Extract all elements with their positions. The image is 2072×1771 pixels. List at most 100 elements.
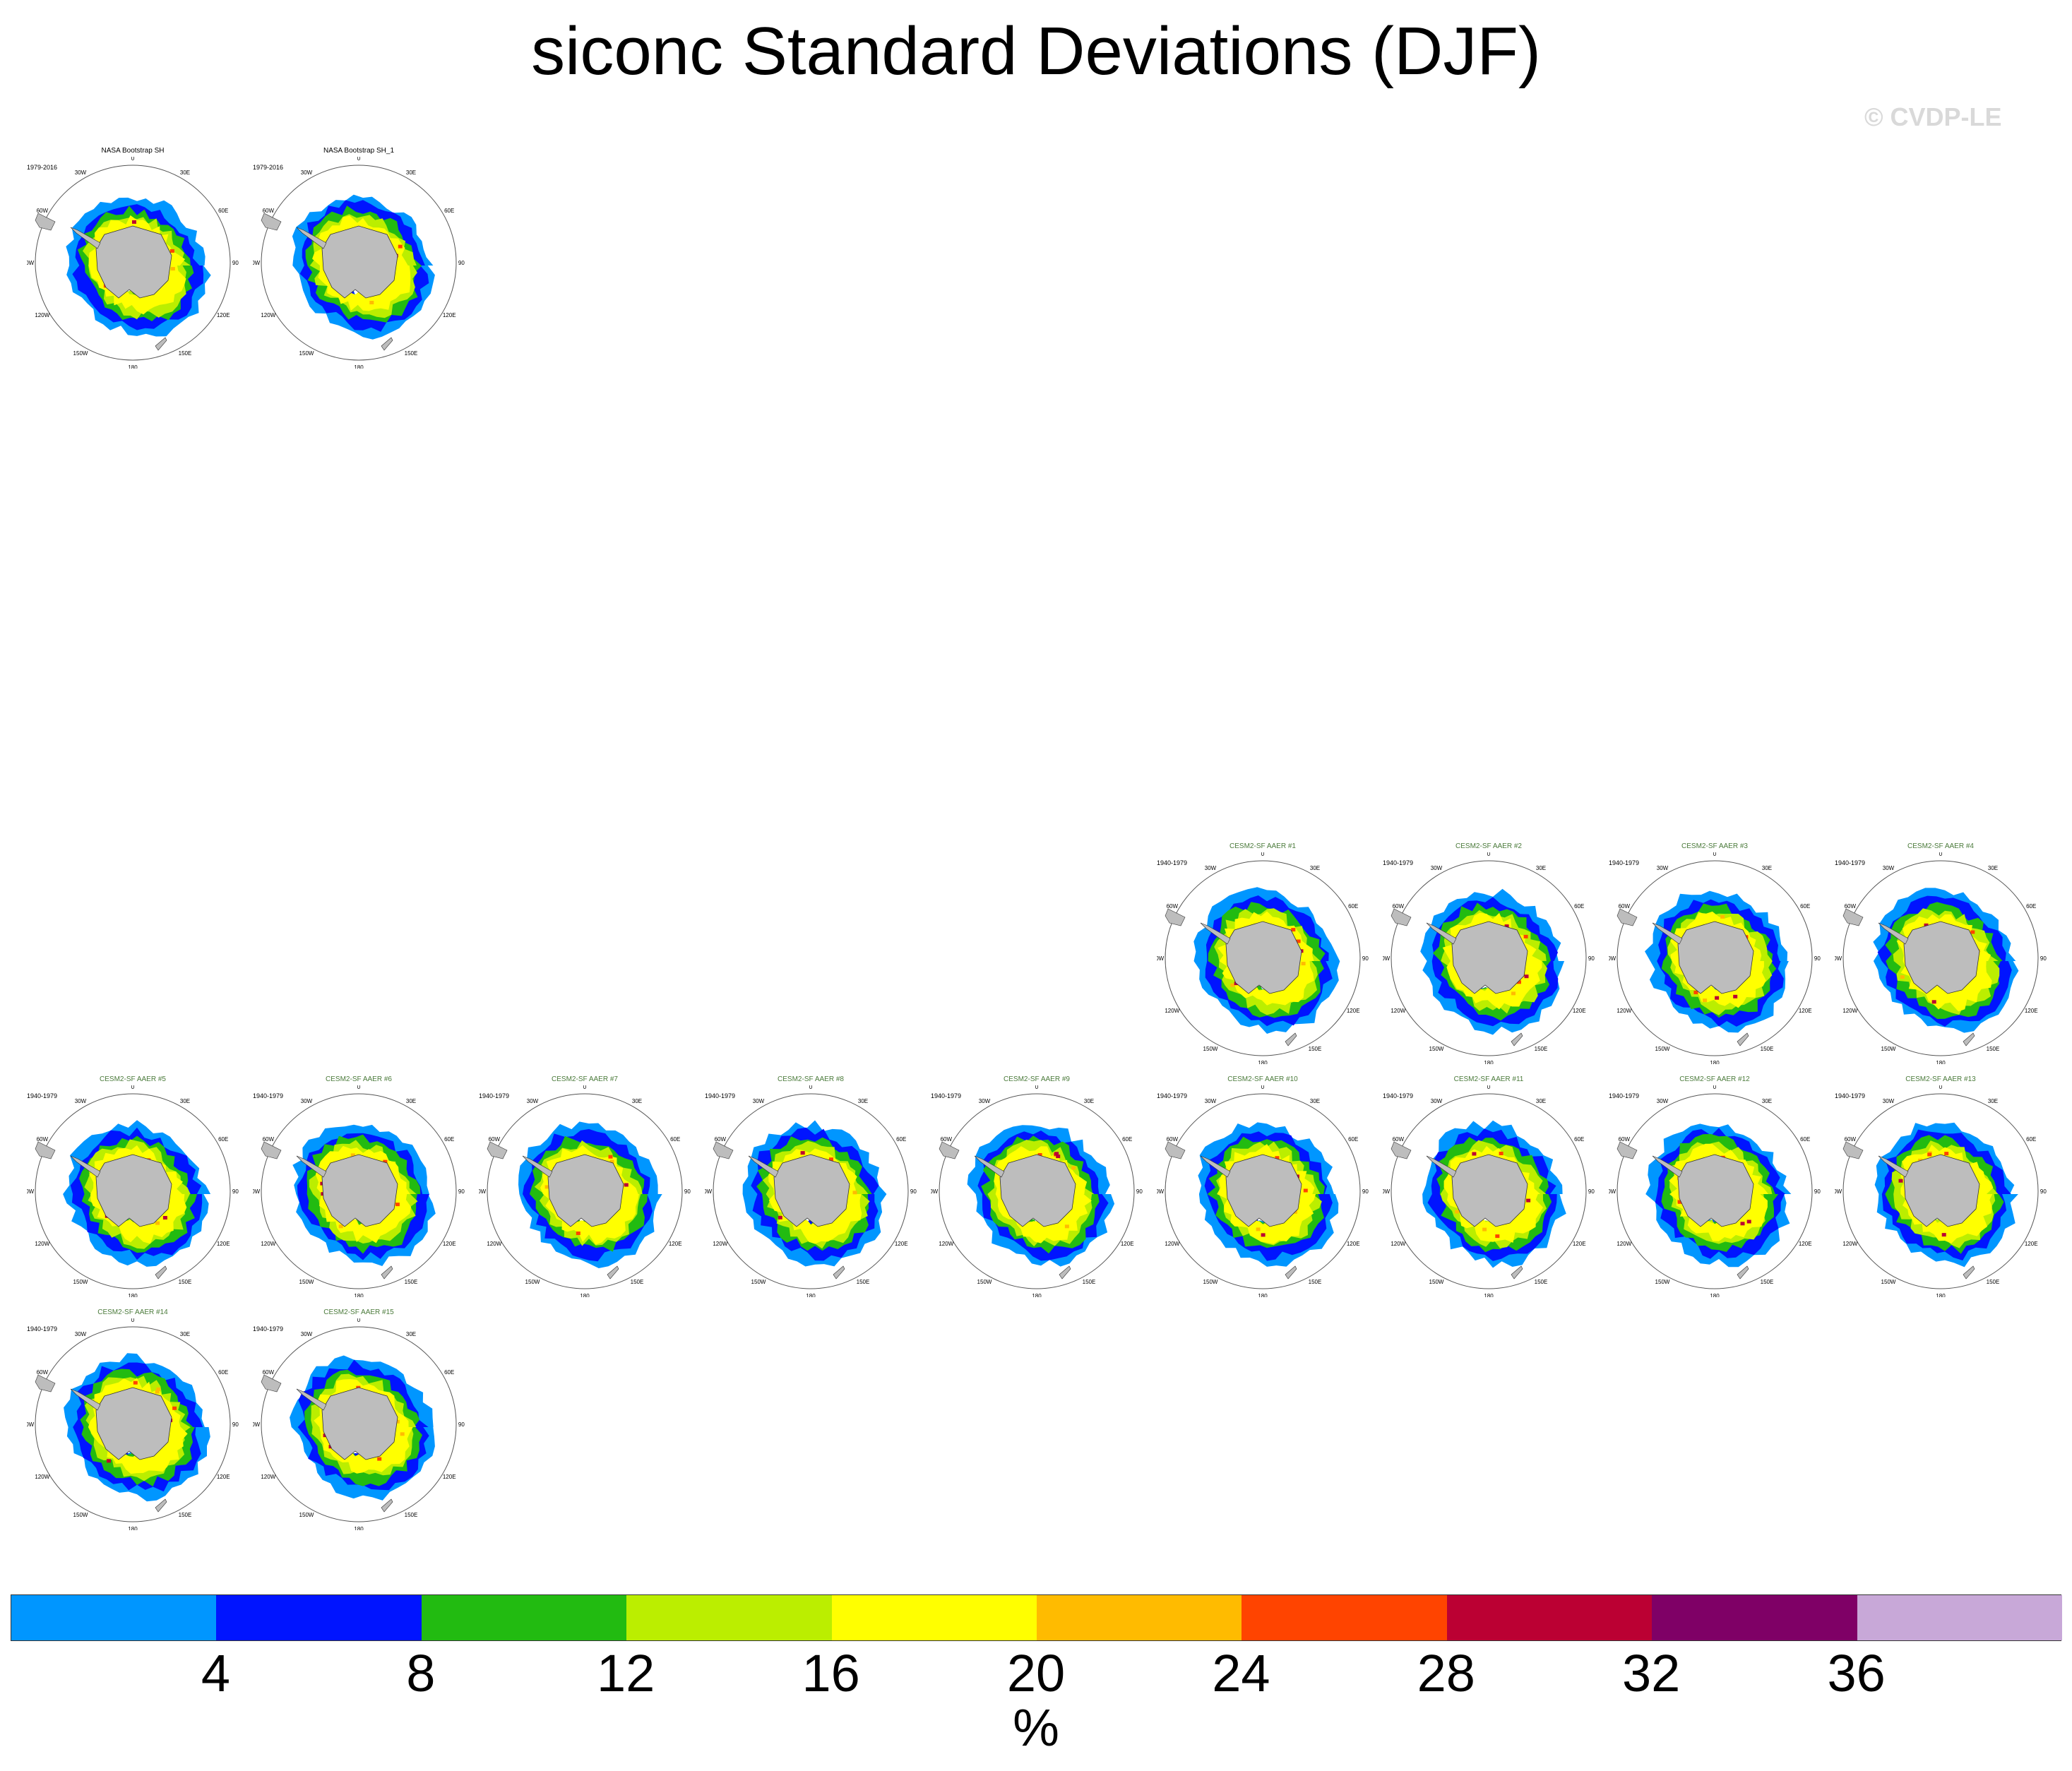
panel-period: 1940-1979 <box>705 1092 736 1099</box>
longitude-label: 90E <box>232 260 239 266</box>
polar-stereographic-map: 0 30E 60E 90E 120E 150E 180 150W 120W 90W 60W 30W <box>479 1085 691 1297</box>
high-variability-cell <box>1054 1152 1059 1156</box>
longitude-label: 60E <box>1800 1136 1810 1143</box>
high-variability-cell <box>369 301 374 304</box>
new-zealand-landmass <box>1737 1032 1749 1046</box>
high-variability-cell <box>156 1387 161 1391</box>
high-variability-cell <box>1230 983 1235 987</box>
longitude-label: 180 <box>1484 1293 1494 1297</box>
south-america-landmass <box>35 1141 56 1159</box>
high-variability-cell <box>1261 1233 1266 1237</box>
longitude-label: 90W <box>253 260 261 266</box>
longitude-label: 0 <box>357 1318 361 1323</box>
panel-period: 1940-1979 <box>1609 1092 1640 1099</box>
new-zealand-landmass <box>1511 1032 1523 1046</box>
longitude-label: 120W <box>1391 1241 1405 1247</box>
south-america-landmass <box>261 213 282 231</box>
panel-title: CESM2-SF AAER #1 <box>1229 842 1296 850</box>
high-variability-cell <box>852 1191 857 1195</box>
longitude-label: 120W <box>1165 1008 1179 1014</box>
map-panel: NASA Bootstrap SH_1 1979-2016 0 30E 60E 90E 12… <box>253 147 465 380</box>
antarctica-landmass <box>1903 921 1980 994</box>
longitude-label: 120W <box>1391 1008 1405 1014</box>
longitude-label: 30E <box>180 169 190 176</box>
longitude-label: 60E <box>1574 903 1584 910</box>
longitude-label: 0 <box>1487 852 1491 857</box>
antarctica-landmass <box>321 1387 398 1460</box>
panel-period: 1940-1979 <box>1383 859 1414 866</box>
longitude-label: 30W <box>1883 865 1895 871</box>
longitude-label: 180 <box>1710 1060 1720 1064</box>
colorbar <box>11 1594 2063 1641</box>
longitude-label: 0 <box>583 1085 587 1090</box>
longitude-label: 150W <box>73 350 88 357</box>
panel-period: 1940-1979 <box>1835 1092 1866 1099</box>
map-panel: CESM2-SF AAER #8 1940-1979 0 30E 60E 90E 120E 1… <box>705 1075 917 1308</box>
south-america-landmass <box>1165 908 1186 926</box>
high-variability-cell <box>1733 994 1738 998</box>
longitude-label: 90E <box>458 1188 465 1195</box>
antarctica-landmass <box>547 1154 624 1227</box>
longitude-label: 90E <box>232 1421 239 1428</box>
south-america-landmass <box>487 1141 508 1159</box>
polar-stereographic-map: 0 30E 60E 90E 120E 150E 180 150W 120W 90W 60W 30W <box>27 157 239 369</box>
longitude-label: 120W <box>1616 1241 1631 1247</box>
longitude-label: 90W <box>1383 955 1391 962</box>
longitude-label: 150E <box>631 1279 644 1285</box>
polar-stereographic-map: 0 30E 60E 90E 120E 150E 180 150W 120W 90W 60W 30W <box>27 1318 239 1530</box>
panel-period: 1940-1979 <box>27 1092 58 1099</box>
panel-title: CESM2-SF AAER #15 <box>323 1308 394 1316</box>
panel-period: 1940-1979 <box>1157 859 1188 866</box>
longitude-label: 0 <box>1939 1085 1943 1090</box>
map-panel: CESM2-SF AAER #10 1940-1979 0 30E 60E 90E 120E… <box>1157 1075 1369 1308</box>
longitude-label: 150W <box>299 350 314 357</box>
high-variability-cell <box>1703 998 1708 1003</box>
new-zealand-landmass <box>1963 1265 1975 1280</box>
antarctic-peninsula <box>974 1155 1005 1178</box>
new-zealand-landmass <box>155 337 167 351</box>
antarctic-peninsula <box>296 1155 327 1178</box>
map-panel: CESM2-SF AAER #12 1940-1979 0 30E 60E 90E 120E… <box>1609 1075 1821 1308</box>
longitude-label: 60E <box>2026 903 2036 910</box>
longitude-label: 120E <box>1799 1241 1812 1247</box>
longitude-label: 30W <box>1657 1098 1669 1104</box>
map-panel: CESM2-SF AAER #13 1940-1979 0 30E 60E 90E 120E… <box>1835 1075 2047 1308</box>
polar-stereographic-map: 0 30E 60E 90E 120E 150E 180 150W 120W 90W 60W 30W <box>1609 852 1821 1064</box>
longitude-label: 90W <box>253 1421 261 1428</box>
panel-title: CESM2-SF AAER #12 <box>1679 1075 1750 1083</box>
panel-title: CESM2-SF AAER #9 <box>1004 1075 1070 1083</box>
longitude-label: 60W <box>1619 903 1631 910</box>
new-zealand-landmass <box>1285 1032 1297 1046</box>
panel-title: CESM2-SF AAER #10 <box>1227 1075 1298 1083</box>
colorbar-segment <box>1446 1595 1653 1640</box>
high-variability-cell <box>1499 1152 1504 1155</box>
antarctic-peninsula <box>296 1388 327 1411</box>
longitude-label: 90W <box>479 1188 487 1195</box>
longitude-label: 120E <box>1799 1008 1812 1014</box>
colorbar-segment <box>216 1595 422 1640</box>
high-variability-cell <box>544 1185 549 1189</box>
longitude-label: 90W <box>1835 1188 1842 1195</box>
south-america-landmass <box>1842 1141 1864 1159</box>
high-variability-cell <box>400 1432 405 1436</box>
longitude-label: 150E <box>1761 1279 1774 1285</box>
panel-period: 1940-1979 <box>253 1092 284 1099</box>
page-title: siconc Standard Deviations (DJF) <box>531 13 1541 89</box>
panel-period: 1940-1979 <box>479 1092 510 1099</box>
longitude-label: 30E <box>1084 1098 1094 1104</box>
longitude-label: 30W <box>1883 1098 1895 1104</box>
map-panel: CESM2-SF AAER #14 1940-1979 0 30E 60E 90E 120E… <box>27 1308 239 1542</box>
polar-stereographic-map: 0 30E 60E 90E 120E 150E 180 150W 120W 90W 60W 30W <box>253 1318 465 1530</box>
new-zealand-landmass <box>155 1498 167 1513</box>
longitude-label: 90E <box>1814 955 1821 962</box>
longitude-label: 60W <box>1845 903 1857 910</box>
high-variability-cell <box>1037 1153 1042 1157</box>
colorbar-tick-label: 12 <box>597 1644 655 1703</box>
longitude-label: 90E <box>458 1421 465 1428</box>
antarctica-landmass <box>1451 1154 1528 1227</box>
longitude-label: 60W <box>263 1136 275 1143</box>
longitude-label: 120W <box>939 1241 953 1247</box>
longitude-label: 120W <box>35 1241 49 1247</box>
longitude-label: 60E <box>2026 1136 2036 1143</box>
antarctic-peninsula <box>1878 1155 1909 1178</box>
